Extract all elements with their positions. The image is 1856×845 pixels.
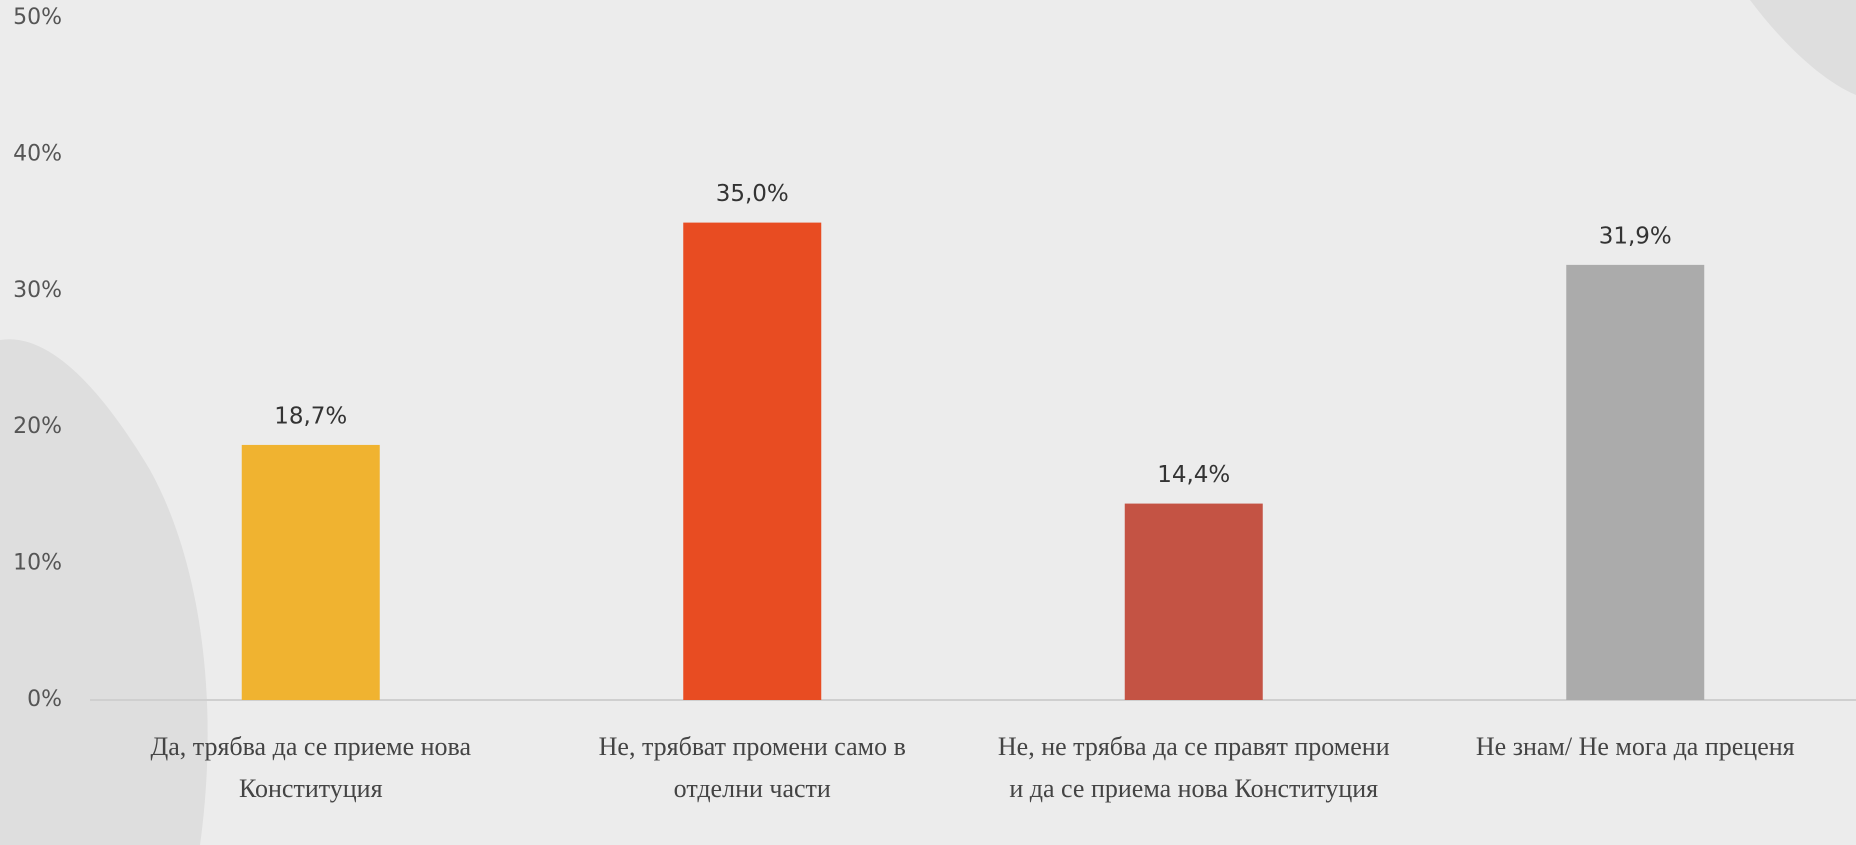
value-label: 31,9% [1599,223,1672,249]
y-tick-label: 50% [13,5,62,30]
bar [1124,503,1263,700]
y-tick-label: 0% [27,687,62,712]
x-tick-label: Не знам/ Не мога да преценя [1475,732,1795,761]
decoration [1750,0,1856,95]
value-label: 14,4% [1157,462,1230,488]
y-tick-label: 30% [13,278,62,303]
x-tick-label: Да, трябва да се приеме нова Конституция [150,732,472,803]
y-tick-label: 20% [13,414,62,439]
bar [683,222,822,700]
value-label: 18,7% [274,403,347,429]
decoration [0,339,208,845]
x-tick-label: Не, трябват промени само в отделни части [598,732,906,803]
y-tick-label: 40% [13,141,62,166]
x-tick-label: Не, не трябва да се правят промени и да … [997,732,1390,803]
bar [241,444,380,700]
y-tick-label: 10% [13,551,62,576]
bar [1566,264,1705,700]
value-label: 35,0% [716,181,789,207]
